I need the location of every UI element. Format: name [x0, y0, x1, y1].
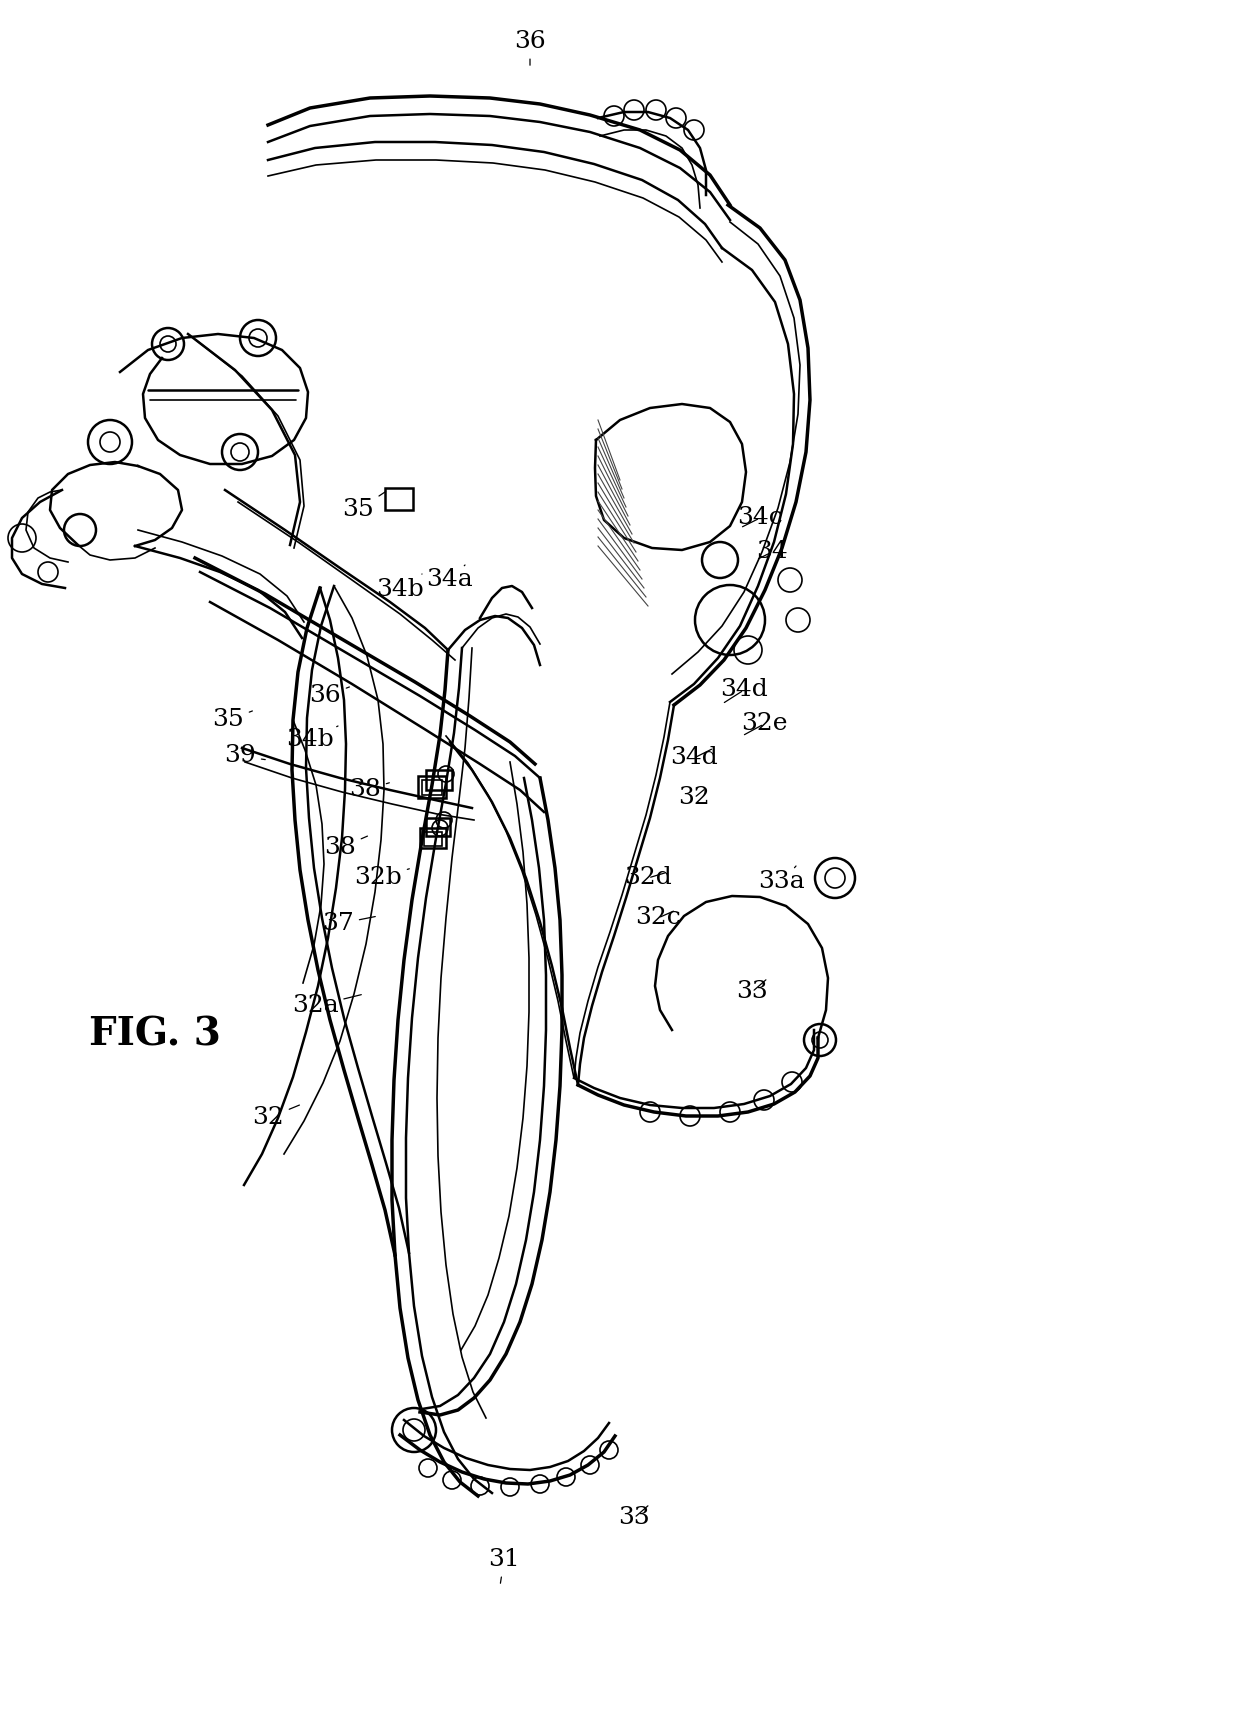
Text: 32e: 32e — [740, 713, 787, 735]
Text: 34d: 34d — [670, 747, 718, 770]
Text: 39: 39 — [224, 744, 265, 768]
Text: 35: 35 — [212, 709, 253, 732]
Text: 34b: 34b — [286, 727, 339, 751]
Text: 35: 35 — [342, 491, 386, 521]
Text: 34d: 34d — [720, 678, 768, 702]
Text: 38: 38 — [324, 836, 367, 860]
Text: 32: 32 — [252, 1105, 299, 1130]
Bar — [427, 770, 453, 791]
Text: 32a: 32a — [291, 995, 361, 1017]
Bar — [420, 829, 446, 848]
Bar — [424, 832, 441, 846]
Text: 31: 31 — [489, 1548, 520, 1583]
Bar — [422, 780, 441, 796]
Text: 33a: 33a — [759, 867, 805, 893]
Text: 32b: 32b — [355, 867, 409, 889]
Text: 32d: 32d — [624, 867, 672, 889]
Bar — [384, 488, 413, 510]
Bar — [418, 777, 446, 798]
Text: FIG. 3: FIG. 3 — [89, 1016, 221, 1054]
Text: 36: 36 — [309, 685, 350, 708]
Text: 34b: 34b — [376, 574, 424, 602]
Text: 33: 33 — [618, 1505, 650, 1529]
Text: 36: 36 — [515, 31, 546, 66]
Bar — [427, 818, 450, 836]
Text: 32: 32 — [678, 787, 709, 810]
Text: 33: 33 — [737, 979, 768, 1003]
Text: 34c: 34c — [737, 507, 782, 529]
Text: 32c: 32c — [635, 907, 681, 929]
Text: 37: 37 — [322, 912, 376, 936]
Text: 34: 34 — [756, 540, 787, 564]
Text: 34a: 34a — [427, 566, 474, 592]
Text: 38: 38 — [350, 778, 389, 801]
